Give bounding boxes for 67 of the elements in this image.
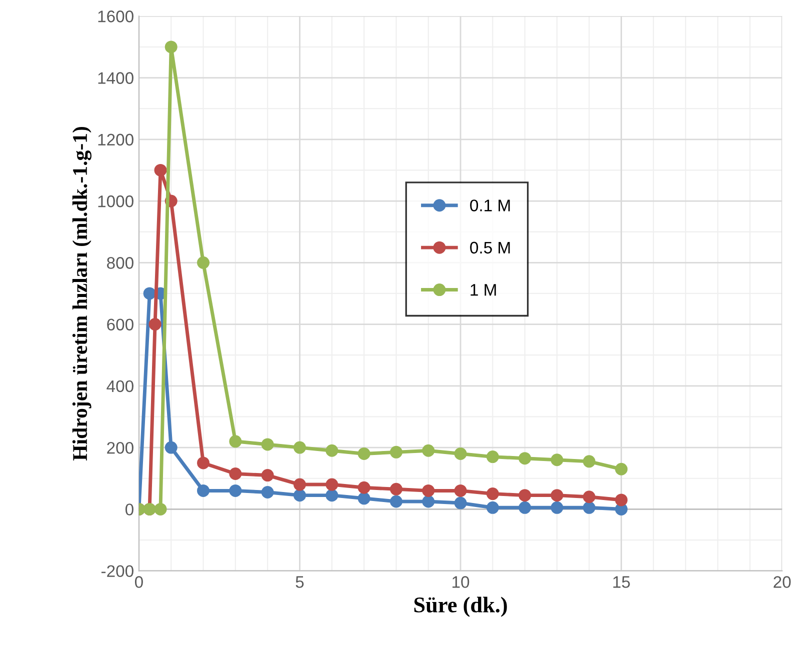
point: [154, 502, 167, 516]
point: [454, 447, 467, 460]
x-tick-label: 15: [613, 576, 630, 588]
y-tick-label: 800: [107, 257, 134, 269]
y-tick-label: 400: [106, 380, 134, 392]
point: [486, 501, 499, 514]
point: [518, 489, 532, 502]
point: [261, 438, 274, 451]
point: [615, 494, 628, 506]
y-tick-label: 600: [107, 318, 134, 330]
point: [582, 490, 596, 504]
point: [197, 456, 210, 470]
point: [326, 489, 338, 502]
point: [229, 435, 242, 448]
point: [422, 444, 435, 457]
point: [293, 441, 306, 454]
point: [229, 468, 242, 480]
point: [197, 256, 210, 269]
point: [615, 462, 628, 476]
point: [358, 447, 370, 460]
x-tick-label: 0: [134, 576, 143, 588]
point: [454, 496, 467, 510]
point: [550, 454, 564, 466]
y-tick-label: 200: [107, 442, 134, 454]
point: [582, 455, 596, 468]
point: [293, 478, 306, 491]
point: [154, 164, 167, 176]
point: [390, 482, 402, 496]
point: [326, 444, 338, 457]
y-tick-label: 1400: [98, 72, 134, 84]
point: [143, 287, 156, 300]
point: [148, 318, 162, 331]
y-tick-label: 1000: [98, 195, 134, 208]
x-tick-label: 10: [452, 576, 470, 588]
point: [164, 40, 178, 54]
point: [486, 450, 499, 464]
y-axis-title: Hidrojen üretim hızları (ml.dk.-1.g-1): [72, 126, 92, 461]
point: [454, 484, 467, 497]
point: [486, 488, 499, 500]
point: [390, 446, 402, 458]
point: [422, 495, 435, 508]
point: [550, 501, 564, 514]
point: [326, 478, 338, 491]
point: [293, 489, 306, 502]
y-tick-label: -200: [101, 565, 134, 578]
x-axis-title: Süre (dk.): [414, 596, 507, 617]
point: [518, 501, 532, 514]
point: [261, 486, 274, 498]
point: [261, 469, 274, 482]
point: [197, 484, 210, 497]
y-tick-label: 0: [125, 504, 134, 516]
y-tick-label: 1200: [98, 134, 134, 146]
legend-label: 0.5 M: [470, 242, 510, 254]
point: [390, 495, 402, 508]
point: [229, 484, 242, 497]
legend-label: 1 M: [470, 284, 496, 296]
point: [550, 489, 564, 502]
x-tick-label: 20: [774, 576, 791, 588]
point: [358, 481, 370, 494]
point: [422, 484, 435, 497]
point: [358, 492, 370, 505]
x-tick-label: 5: [296, 576, 304, 588]
point: [518, 452, 532, 465]
point: [582, 501, 596, 514]
y-tick-label: 1600: [98, 10, 134, 22]
legend-label: 0.1 M: [470, 200, 510, 212]
point: [164, 441, 178, 454]
